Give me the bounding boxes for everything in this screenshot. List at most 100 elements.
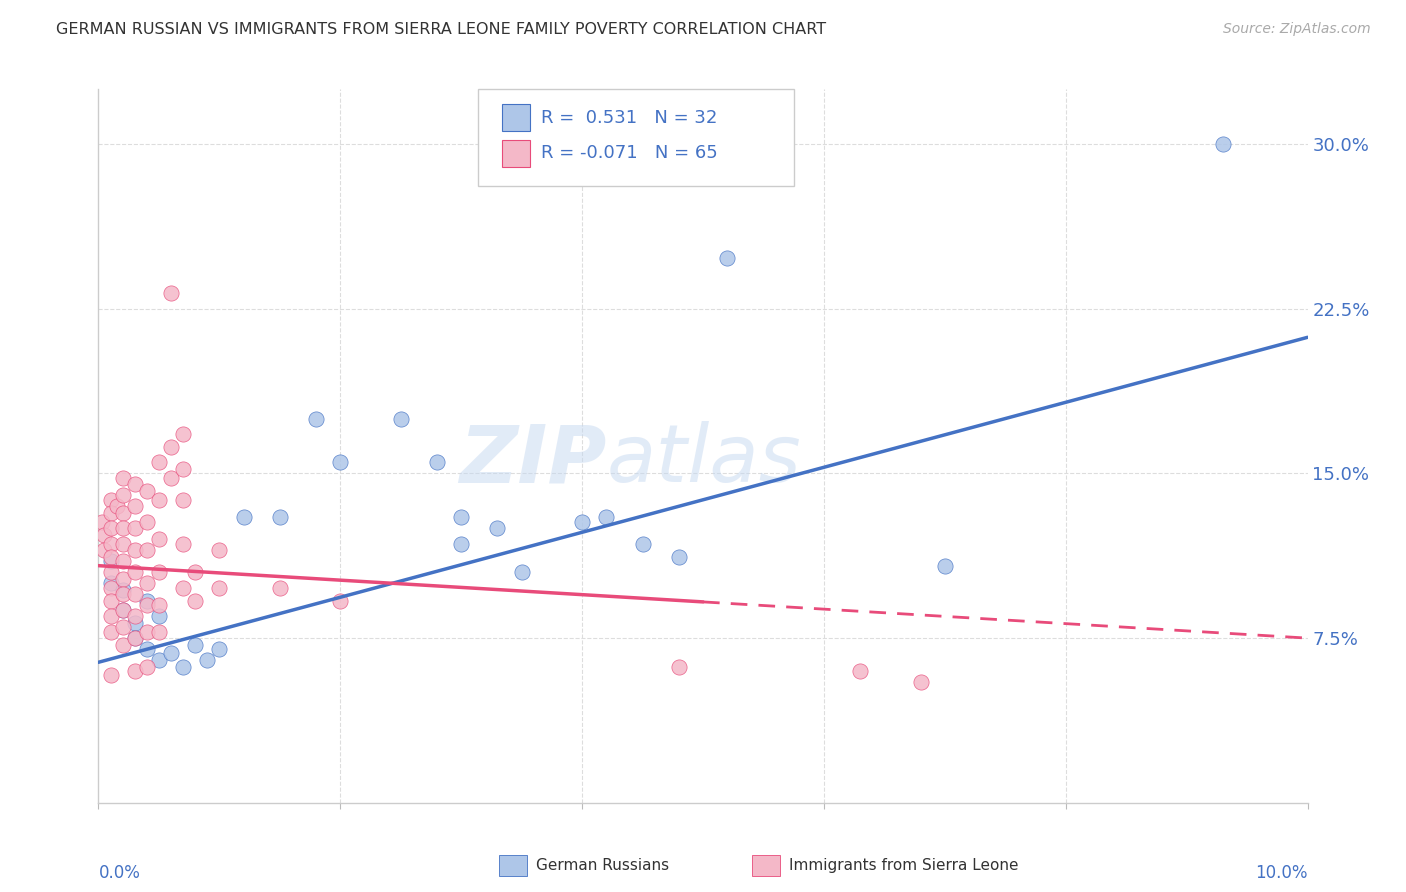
- Point: [124, 500, 146, 514]
- Point: [124, 543, 146, 558]
- Point: [100, 594, 122, 608]
- Point: [111, 572, 134, 586]
- Point: [124, 664, 146, 678]
- Point: [100, 566, 122, 580]
- Point: [595, 510, 617, 524]
- Point: [135, 576, 157, 591]
- Text: atlas: atlas: [606, 421, 801, 500]
- Point: [93, 543, 115, 558]
- Point: [195, 653, 218, 667]
- Text: 0.0%: 0.0%: [98, 864, 141, 882]
- Point: [124, 521, 146, 535]
- Point: [111, 506, 134, 520]
- Point: [148, 624, 170, 639]
- Point: [111, 582, 134, 597]
- Point: [100, 624, 122, 639]
- Point: [510, 566, 533, 580]
- Text: German Russians: German Russians: [536, 858, 669, 872]
- Point: [124, 609, 146, 624]
- Point: [184, 566, 207, 580]
- Point: [100, 537, 122, 551]
- Point: [232, 510, 254, 524]
- Point: [135, 598, 157, 612]
- Point: [135, 624, 157, 639]
- Point: [148, 609, 170, 624]
- Text: R =  0.531   N = 32: R = 0.531 N = 32: [541, 109, 717, 127]
- Point: [160, 647, 183, 661]
- Point: [100, 492, 122, 507]
- Point: [111, 602, 134, 616]
- Point: [111, 602, 134, 616]
- Point: [135, 659, 157, 673]
- Point: [571, 515, 593, 529]
- Point: [160, 286, 183, 301]
- Point: [1212, 137, 1234, 152]
- Point: [124, 477, 146, 491]
- Point: [172, 426, 194, 441]
- Point: [668, 549, 690, 564]
- Point: [135, 642, 157, 657]
- Point: [93, 528, 115, 542]
- Point: [184, 594, 207, 608]
- Point: [100, 506, 122, 520]
- Point: [305, 411, 328, 425]
- Text: Immigrants from Sierra Leone: Immigrants from Sierra Leone: [789, 858, 1018, 872]
- Point: [100, 609, 122, 624]
- Point: [934, 558, 956, 573]
- Point: [172, 581, 194, 595]
- Point: [111, 471, 134, 485]
- Point: [124, 615, 146, 630]
- Point: [100, 521, 122, 535]
- Text: ZIP: ZIP: [458, 421, 606, 500]
- Point: [329, 455, 352, 469]
- Point: [100, 576, 122, 591]
- Point: [124, 566, 146, 580]
- Point: [111, 537, 134, 551]
- Text: 10.0%: 10.0%: [1256, 864, 1308, 882]
- Point: [124, 587, 146, 601]
- Text: R = -0.071   N = 65: R = -0.071 N = 65: [541, 145, 718, 162]
- Point: [135, 515, 157, 529]
- Point: [910, 675, 932, 690]
- Point: [111, 620, 134, 634]
- Point: [184, 638, 207, 652]
- Point: [105, 500, 128, 514]
- Point: [426, 455, 449, 469]
- Point: [148, 598, 170, 612]
- Point: [172, 537, 194, 551]
- Point: [111, 488, 134, 502]
- Point: [148, 455, 170, 469]
- Point: [148, 653, 170, 667]
- Point: [486, 521, 509, 535]
- Point: [269, 510, 291, 524]
- Point: [100, 581, 122, 595]
- Point: [111, 587, 134, 601]
- Point: [148, 566, 170, 580]
- Point: [172, 492, 194, 507]
- Point: [91, 515, 114, 529]
- Point: [135, 483, 157, 498]
- Point: [160, 471, 183, 485]
- Text: GERMAN RUSSIAN VS IMMIGRANTS FROM SIERRA LEONE FAMILY POVERTY CORRELATION CHART: GERMAN RUSSIAN VS IMMIGRANTS FROM SIERRA…: [56, 22, 827, 37]
- Point: [100, 668, 122, 682]
- Point: [208, 642, 231, 657]
- Point: [124, 631, 146, 645]
- Point: [111, 638, 134, 652]
- Point: [148, 492, 170, 507]
- Point: [135, 543, 157, 558]
- Text: Source: ZipAtlas.com: Source: ZipAtlas.com: [1223, 22, 1371, 37]
- Point: [135, 594, 157, 608]
- Point: [269, 581, 291, 595]
- Point: [172, 659, 194, 673]
- Point: [100, 554, 122, 568]
- Point: [668, 659, 690, 673]
- Point: [329, 594, 352, 608]
- Point: [849, 664, 872, 678]
- Point: [631, 537, 654, 551]
- Point: [100, 549, 122, 564]
- Point: [389, 411, 412, 425]
- Point: [208, 581, 231, 595]
- Point: [450, 537, 472, 551]
- Point: [208, 543, 231, 558]
- Point: [450, 510, 472, 524]
